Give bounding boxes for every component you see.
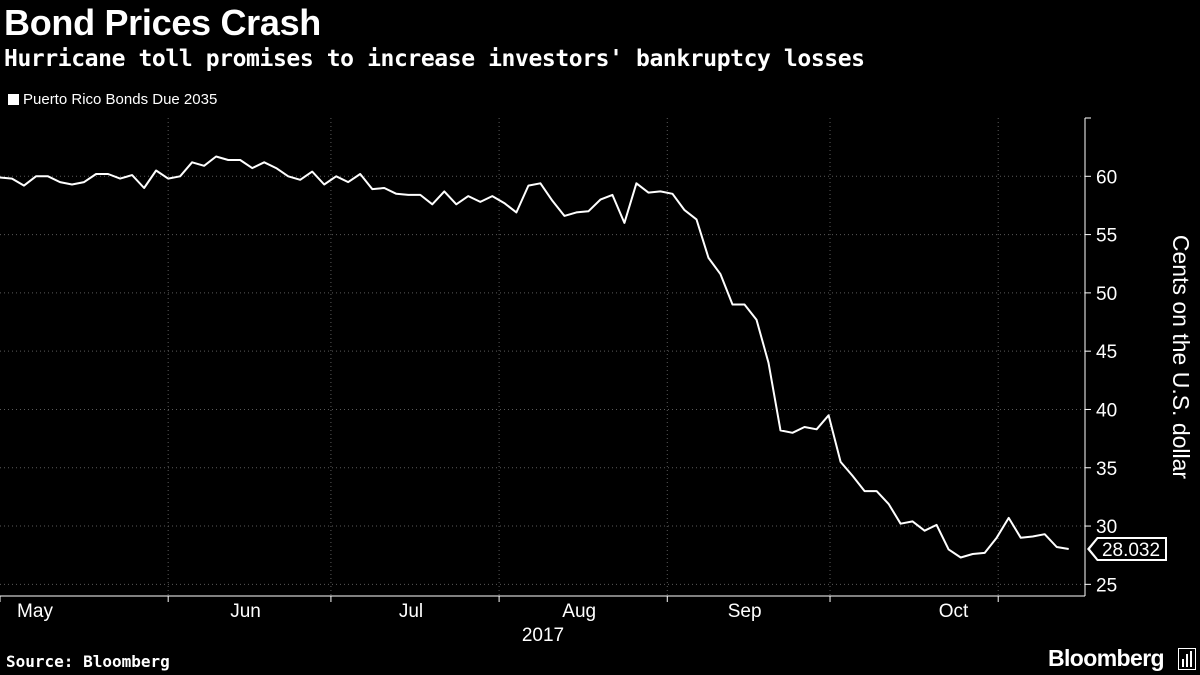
y-axis-title: Cents on the U.S. dollar xyxy=(1168,235,1194,480)
last-value-label: 28.032 xyxy=(1102,540,1160,561)
source-note: Source: Bloomberg xyxy=(6,652,170,671)
y-tick-label: 25 xyxy=(1096,575,1117,596)
last-value-box-inner xyxy=(1090,538,1165,559)
y-tick-label: 30 xyxy=(1096,517,1117,538)
x-tick-label: May xyxy=(17,601,53,622)
y-tick-label: 55 xyxy=(1096,226,1117,247)
chart-title: Bond Prices Crash xyxy=(4,2,322,43)
brand-logo: Bloomberg xyxy=(1048,645,1165,671)
legend-label: Puerto Rico Bonds Due 2035 xyxy=(23,91,218,108)
y-tick-label: 40 xyxy=(1096,400,1117,421)
y-tick-label: 45 xyxy=(1096,342,1117,363)
x-tick-label: Sep xyxy=(728,601,762,622)
x-tick-label: Oct xyxy=(939,601,969,622)
legend: Puerto Rico Bonds Due 2035 xyxy=(8,91,217,108)
last-value-callout: 28.032 xyxy=(1087,536,1167,561)
bloomberg-terminal-icon xyxy=(1178,648,1196,670)
legend-swatch xyxy=(8,94,19,105)
x-tick-label: Aug xyxy=(562,601,596,622)
x-tick-label: Jun xyxy=(230,601,261,622)
y-tick-label: 60 xyxy=(1096,167,1117,188)
chart-subtitle: Hurricane toll promises to increase inve… xyxy=(4,46,865,72)
y-tick-label: 35 xyxy=(1096,459,1117,480)
y-tick-label: 50 xyxy=(1096,284,1117,305)
x-tick-label: Jul xyxy=(399,601,423,622)
x-year-label: 2017 xyxy=(522,625,564,646)
series-line xyxy=(0,155,1069,559)
